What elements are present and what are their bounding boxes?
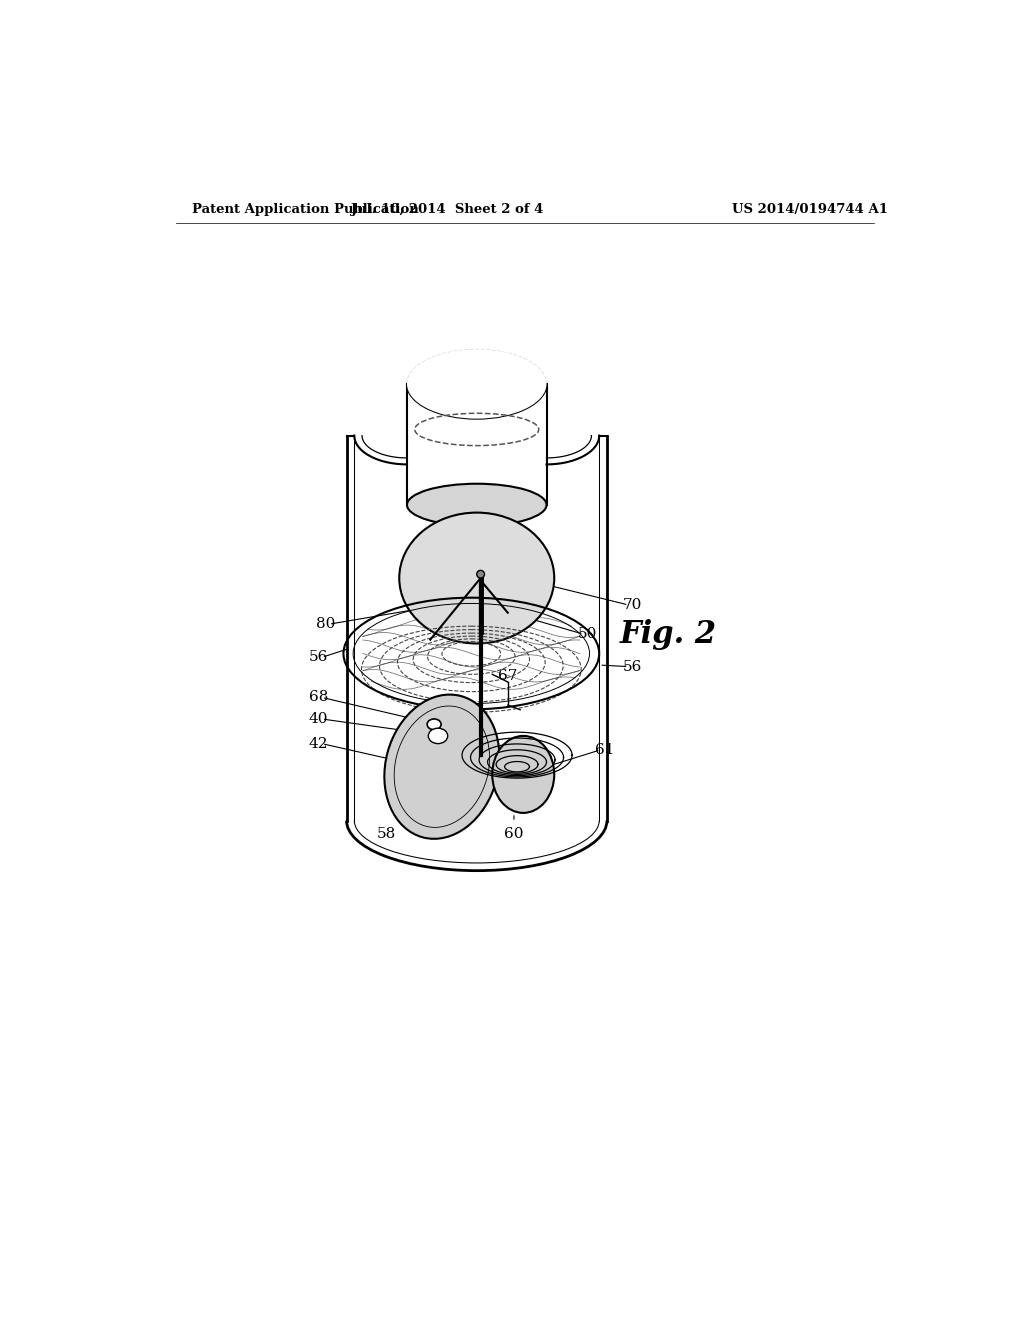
Text: 50: 50 xyxy=(578,627,597,642)
Text: 68: 68 xyxy=(308,690,328,705)
Ellipse shape xyxy=(477,570,484,578)
Text: US 2014/0194744 A1: US 2014/0194744 A1 xyxy=(732,203,889,216)
Text: 80: 80 xyxy=(315,618,335,631)
Ellipse shape xyxy=(428,729,447,743)
Text: 40: 40 xyxy=(308,711,328,726)
Text: 56: 56 xyxy=(623,660,642,673)
Ellipse shape xyxy=(407,350,547,418)
Text: 42: 42 xyxy=(308,737,328,751)
Ellipse shape xyxy=(399,512,554,644)
Text: 70: 70 xyxy=(623,598,642,612)
Text: Jul. 10, 2014  Sheet 2 of 4: Jul. 10, 2014 Sheet 2 of 4 xyxy=(351,203,544,216)
Ellipse shape xyxy=(493,737,554,813)
Ellipse shape xyxy=(384,694,500,838)
Ellipse shape xyxy=(427,719,441,730)
Text: 67: 67 xyxy=(499,669,518,682)
Text: Patent Application Publication: Patent Application Publication xyxy=(191,203,418,216)
Ellipse shape xyxy=(407,483,547,527)
Text: Fig. 2: Fig. 2 xyxy=(620,619,717,649)
Text: 61: 61 xyxy=(595,743,614,756)
Text: 60: 60 xyxy=(504,826,523,841)
Text: 56: 56 xyxy=(308,651,328,664)
Text: 58: 58 xyxy=(377,826,396,841)
